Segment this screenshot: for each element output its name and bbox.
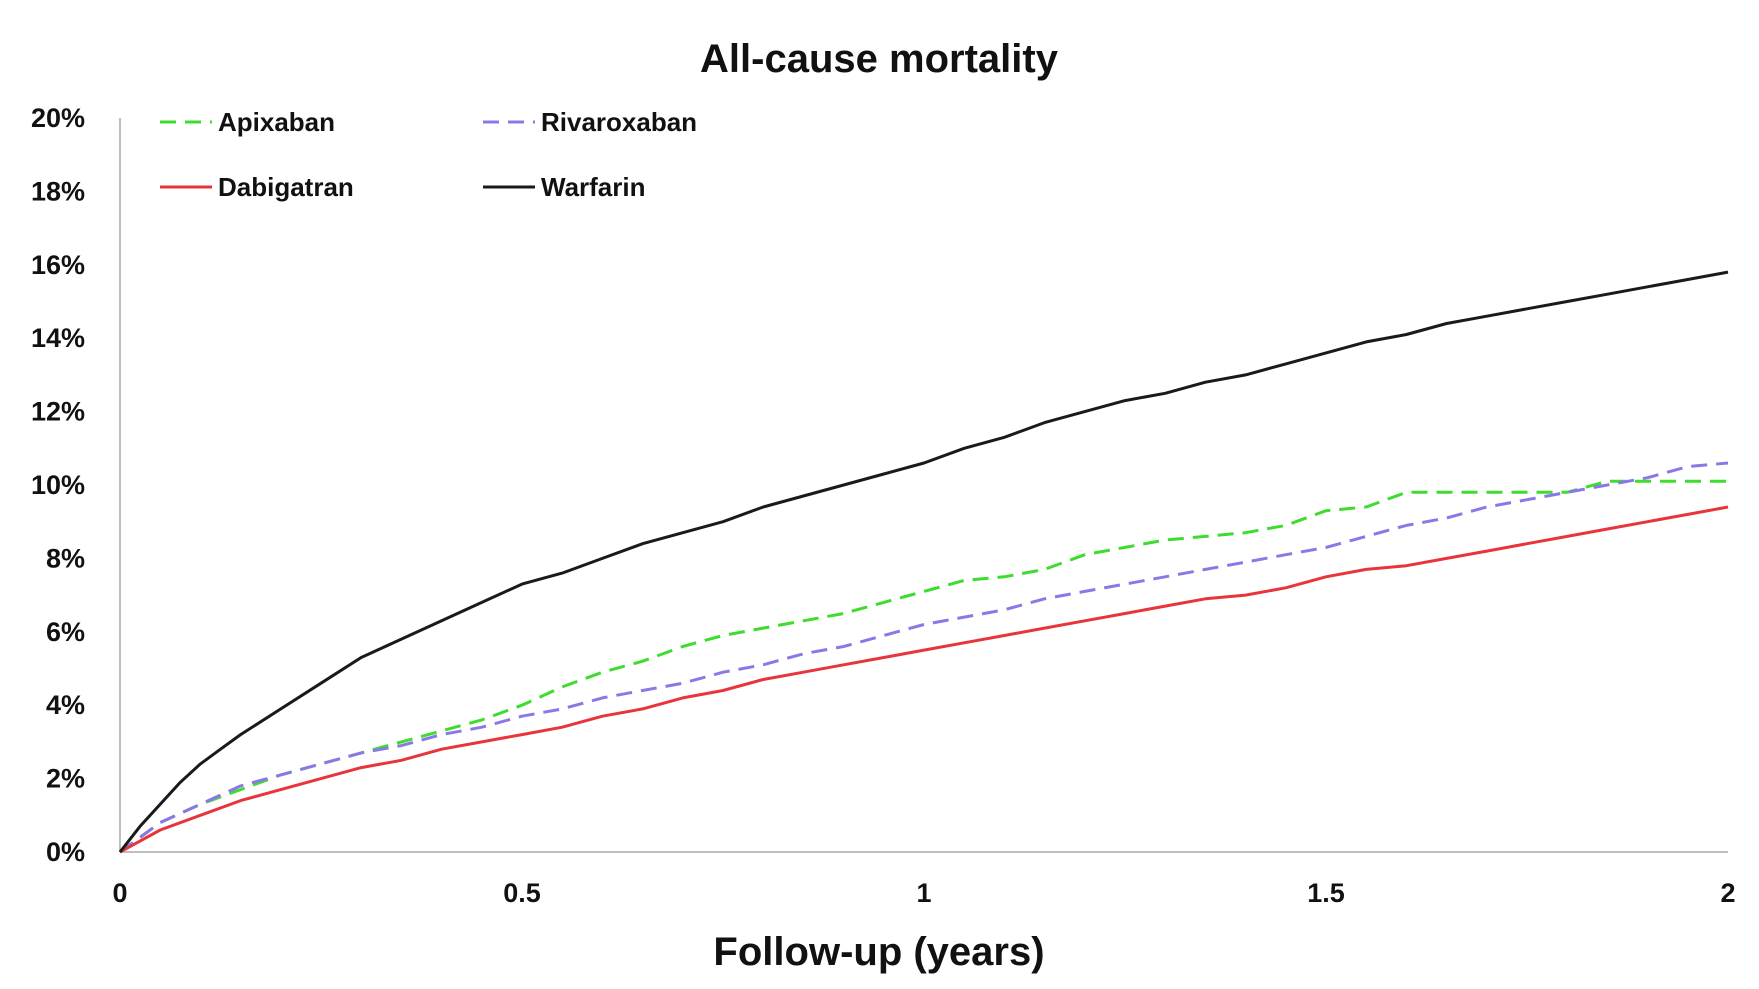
legend-label-warfarin: Warfarin [541,172,646,202]
legend-label-dabigatran: Dabigatran [218,172,354,202]
y-tick-label: 18% [31,176,85,206]
y-tick-label: 12% [31,397,85,427]
x-axis-ticks: 0 0.5 1 1.5 2 [112,878,1735,908]
y-tick-label: 8% [46,543,85,573]
y-tick-label: 10% [31,470,85,500]
x-tick-label: 2 [1720,878,1735,908]
series-lines [118,270,1729,854]
y-axis-ticks: 0% 2% 4% 6% 8% 10% 12% 14% 16% 18% 20% [31,103,85,867]
chart-title: All-cause mortality [700,37,1059,81]
x-tick-label: 0 [112,878,127,908]
legend: Apixaban Rivaroxaban Dabigatran Warfarin [160,107,697,202]
x-tick-label: 0.5 [503,878,541,908]
x-axis-label: Follow-up (years) [713,930,1044,974]
y-tick-label: 4% [46,690,85,720]
x-tick-label: 1.5 [1307,878,1345,908]
y-tick-label: 20% [31,103,85,133]
x-tick-label: 1 [916,878,931,908]
y-tick-label: 16% [31,250,85,280]
y-tick-label: 2% [46,764,85,794]
series-line-dabigatran [119,505,1729,854]
legend-label-rivaroxaban: Rivaroxaban [541,107,697,137]
y-tick-label: 6% [46,617,85,647]
series-line-rivaroxaban [119,461,1729,854]
y-tick-label: 0% [46,837,85,867]
y-tick-label: 14% [31,323,85,353]
legend-label-apixaban: Apixaban [218,107,335,137]
series-line-apixaban [119,479,1728,854]
series-line-warfarin [118,270,1729,853]
